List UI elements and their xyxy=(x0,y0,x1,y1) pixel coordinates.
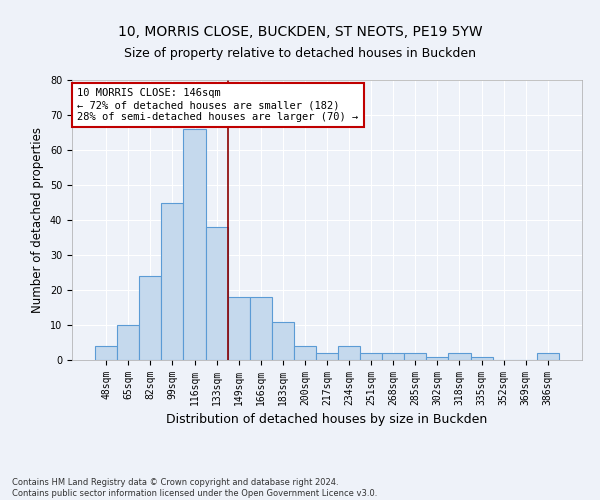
Bar xyxy=(427,356,448,360)
Bar xyxy=(184,129,206,360)
Bar xyxy=(95,346,117,360)
Bar xyxy=(537,353,559,360)
Bar xyxy=(470,356,493,360)
Bar xyxy=(206,227,227,360)
Bar xyxy=(448,353,470,360)
Bar xyxy=(404,353,427,360)
Text: Contains HM Land Registry data © Crown copyright and database right 2024.
Contai: Contains HM Land Registry data © Crown c… xyxy=(12,478,377,498)
Text: 10, MORRIS CLOSE, BUCKDEN, ST NEOTS, PE19 5YW: 10, MORRIS CLOSE, BUCKDEN, ST NEOTS, PE1… xyxy=(118,25,482,39)
Bar xyxy=(139,276,161,360)
X-axis label: Distribution of detached houses by size in Buckden: Distribution of detached houses by size … xyxy=(166,414,488,426)
Y-axis label: Number of detached properties: Number of detached properties xyxy=(31,127,44,313)
Bar xyxy=(360,353,382,360)
Bar xyxy=(272,322,294,360)
Bar xyxy=(161,202,184,360)
Bar xyxy=(227,297,250,360)
Text: 10 MORRIS CLOSE: 146sqm
← 72% of detached houses are smaller (182)
28% of semi-d: 10 MORRIS CLOSE: 146sqm ← 72% of detache… xyxy=(77,88,358,122)
Bar xyxy=(250,297,272,360)
Text: Size of property relative to detached houses in Buckden: Size of property relative to detached ho… xyxy=(124,48,476,60)
Bar xyxy=(382,353,404,360)
Bar xyxy=(117,325,139,360)
Bar xyxy=(338,346,360,360)
Bar xyxy=(316,353,338,360)
Bar xyxy=(294,346,316,360)
